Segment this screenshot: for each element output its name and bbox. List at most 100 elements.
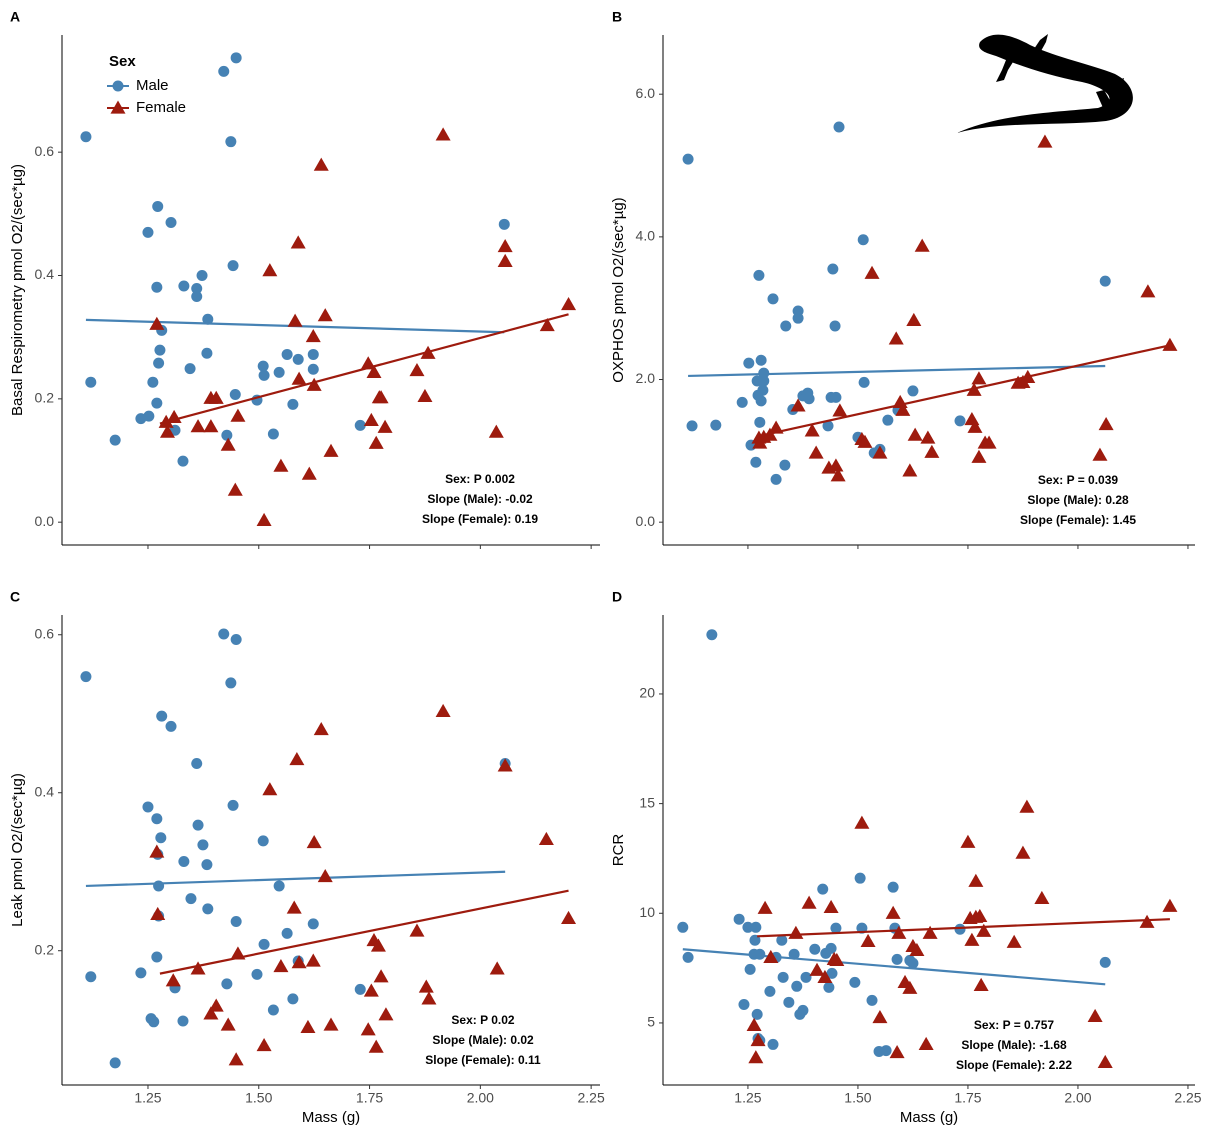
annotation: Sex: P = 0.757 bbox=[974, 1018, 1055, 1032]
x-tick-label: 2.00 bbox=[467, 1090, 494, 1106]
point-triangle bbox=[808, 445, 824, 459]
point-triangle bbox=[539, 317, 555, 332]
point-circle bbox=[682, 153, 694, 165]
y-axis-title: Leak pmol O2/(sec*µg) bbox=[9, 773, 26, 927]
legend-label: Male bbox=[136, 77, 169, 94]
point-circle bbox=[354, 419, 366, 431]
point-circle bbox=[754, 416, 766, 428]
point-circle bbox=[191, 290, 203, 302]
point-triangle bbox=[750, 1032, 766, 1047]
point-circle bbox=[907, 385, 919, 397]
point-circle bbox=[227, 260, 239, 272]
legend-title: Sex bbox=[109, 53, 136, 70]
point-triangle bbox=[360, 1022, 376, 1036]
point-triangle bbox=[907, 427, 923, 441]
point-triangle bbox=[287, 313, 303, 327]
x-tick-label: 2.00 bbox=[1064, 1090, 1091, 1106]
point-circle bbox=[750, 921, 762, 933]
point-circle bbox=[791, 980, 803, 992]
point-triangle bbox=[203, 419, 219, 433]
point-circle bbox=[498, 218, 510, 230]
point-circle bbox=[154, 344, 166, 356]
point-circle bbox=[227, 799, 239, 811]
point-circle bbox=[109, 434, 121, 446]
y-axis-title: OXPHOS pmol O2/(sec*µg) bbox=[610, 197, 627, 382]
point-circle bbox=[202, 903, 214, 915]
point-triangle bbox=[860, 933, 876, 947]
annotation: Slope (Male): 0.28 bbox=[1027, 493, 1129, 507]
point-triangle bbox=[305, 329, 321, 343]
point-triangle bbox=[301, 466, 317, 480]
y-tick-label: 10 bbox=[639, 904, 655, 920]
point-circle bbox=[80, 131, 92, 143]
point-triangle bbox=[262, 782, 278, 796]
point-circle bbox=[147, 376, 159, 388]
point-circle bbox=[201, 859, 213, 871]
point-circle bbox=[891, 953, 903, 965]
point-triangle bbox=[891, 925, 907, 939]
y-tick-label: 0.2 bbox=[35, 941, 55, 957]
y-tick-label: 0.6 bbox=[35, 143, 55, 159]
point-triangle bbox=[872, 445, 888, 459]
point-triangle bbox=[832, 403, 848, 417]
point-triangle bbox=[230, 408, 246, 422]
point-circle bbox=[755, 395, 767, 407]
point-triangle bbox=[746, 1017, 762, 1031]
point-triangle bbox=[981, 435, 997, 449]
point-circle bbox=[954, 415, 966, 427]
point-circle bbox=[307, 918, 319, 930]
point-circle bbox=[954, 923, 966, 935]
point-circle bbox=[733, 913, 745, 925]
point-triangle bbox=[888, 331, 904, 345]
point-triangle bbox=[895, 402, 911, 416]
point-circle bbox=[191, 758, 203, 770]
annotation: Slope (Female): 0.19 bbox=[422, 512, 538, 526]
point-circle bbox=[858, 376, 870, 388]
legend-marker bbox=[110, 100, 126, 114]
point-circle bbox=[307, 363, 319, 375]
point-triangle bbox=[363, 983, 379, 997]
point-triangle bbox=[373, 390, 389, 404]
point-triangle bbox=[817, 969, 833, 983]
point-triangle bbox=[790, 398, 806, 412]
point-triangle bbox=[366, 364, 382, 378]
point-circle bbox=[803, 393, 815, 405]
point-triangle bbox=[273, 959, 289, 973]
point-circle bbox=[273, 366, 285, 378]
point-triangle bbox=[421, 991, 437, 1005]
point-circle bbox=[779, 459, 791, 471]
point-triangle bbox=[918, 1036, 934, 1051]
point-circle bbox=[196, 270, 208, 282]
point-triangle bbox=[273, 458, 289, 472]
point-circle bbox=[197, 839, 209, 851]
point-circle bbox=[753, 269, 765, 281]
point-triangle bbox=[149, 844, 165, 858]
point-triangle bbox=[497, 253, 513, 267]
point-circle bbox=[770, 473, 782, 485]
point-circle bbox=[854, 872, 866, 884]
point-circle bbox=[776, 934, 788, 946]
point-triangle bbox=[976, 923, 992, 937]
point-triangle bbox=[1006, 934, 1022, 948]
x-tick-label: 1.75 bbox=[954, 1090, 981, 1106]
x-axis-title: Mass (g) bbox=[900, 1109, 958, 1126]
x-axis-title: Mass (g) bbox=[302, 1109, 360, 1126]
point-circle bbox=[755, 354, 767, 366]
point-triangle bbox=[1140, 284, 1156, 298]
point-triangle bbox=[972, 908, 988, 922]
point-triangle bbox=[368, 435, 384, 449]
point-triangle bbox=[368, 1039, 384, 1053]
point-circle bbox=[156, 710, 168, 722]
point-triangle bbox=[220, 437, 236, 451]
point-triangle bbox=[967, 419, 983, 433]
point-circle bbox=[826, 967, 838, 979]
panel-label: A bbox=[10, 9, 20, 25]
point-triangle bbox=[1037, 134, 1053, 148]
point-circle bbox=[783, 996, 795, 1008]
fit-line bbox=[682, 948, 1106, 986]
panel-label: D bbox=[612, 589, 622, 605]
point-triangle bbox=[313, 722, 329, 736]
point-triangle bbox=[409, 362, 425, 377]
point-circle bbox=[273, 880, 285, 892]
point-circle bbox=[287, 398, 299, 410]
